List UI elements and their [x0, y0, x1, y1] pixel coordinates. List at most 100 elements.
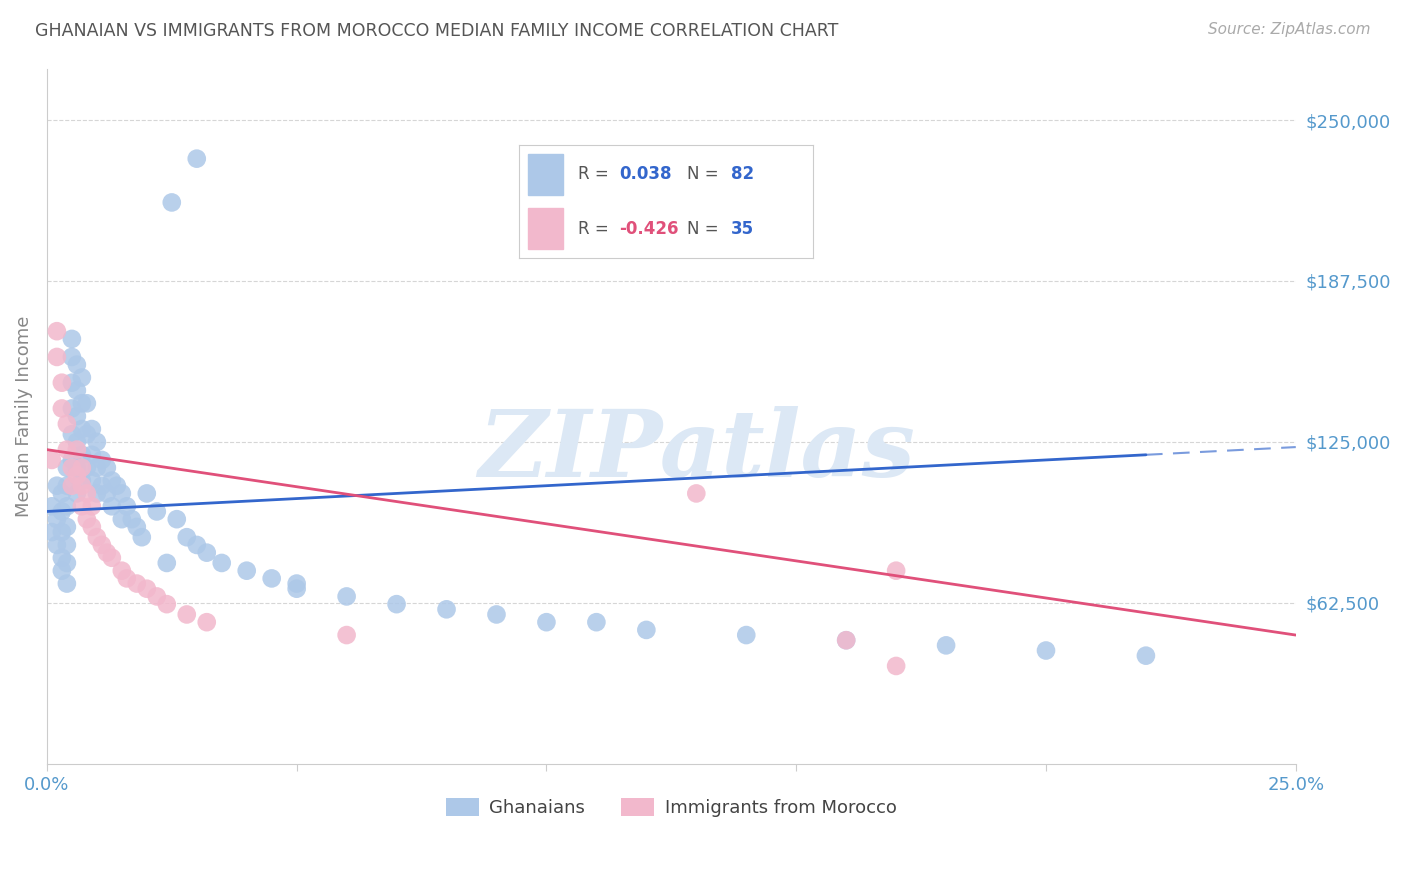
- Point: [45, 538, 67, 552]
- Point: [105, 479, 128, 493]
- Point: [66, 434, 89, 449]
- Point: [60, 376, 83, 390]
- Point: [96, 460, 118, 475]
- Point: [80, 448, 103, 462]
- Point: [66, 358, 89, 372]
- Point: [66, 460, 89, 475]
- Point: [86, 530, 108, 544]
- Text: ZIPatlas: ZIPatlas: [478, 406, 915, 496]
- Point: [536, 615, 558, 630]
- Point: [131, 530, 153, 544]
- Point: [60, 401, 83, 416]
- Point: [41, 453, 63, 467]
- Point: [176, 530, 198, 544]
- Bar: [527, 154, 564, 194]
- Point: [884, 564, 907, 578]
- Text: 35: 35: [731, 219, 754, 237]
- Point: [485, 607, 508, 622]
- Point: [41, 524, 63, 539]
- Point: [186, 152, 208, 166]
- Point: [76, 396, 98, 410]
- Point: [135, 582, 157, 596]
- Point: [835, 633, 858, 648]
- Point: [156, 597, 179, 611]
- Point: [260, 571, 283, 585]
- Point: [76, 460, 98, 475]
- Point: [80, 500, 103, 514]
- Point: [111, 486, 134, 500]
- Point: [96, 486, 118, 500]
- Point: [51, 401, 73, 416]
- Point: [285, 576, 308, 591]
- Point: [336, 590, 359, 604]
- Point: [111, 512, 134, 526]
- Point: [176, 607, 198, 622]
- Point: [1135, 648, 1157, 663]
- Point: [160, 195, 183, 210]
- Point: [115, 500, 138, 514]
- Point: [135, 486, 157, 500]
- Point: [41, 500, 63, 514]
- Point: [86, 434, 108, 449]
- Point: [45, 512, 67, 526]
- Point: [60, 479, 83, 493]
- Point: [70, 500, 93, 514]
- Text: 82: 82: [731, 165, 754, 183]
- Point: [56, 442, 79, 457]
- Point: [125, 520, 148, 534]
- Point: [195, 546, 218, 560]
- Point: [156, 556, 179, 570]
- Point: [56, 576, 79, 591]
- Point: [884, 659, 907, 673]
- Point: [80, 520, 103, 534]
- Bar: [527, 208, 564, 249]
- Point: [101, 550, 124, 565]
- Point: [60, 332, 83, 346]
- Point: [70, 479, 93, 493]
- Text: Source: ZipAtlas.com: Source: ZipAtlas.com: [1208, 22, 1371, 37]
- Text: -0.426: -0.426: [619, 219, 679, 237]
- Point: [80, 422, 103, 436]
- Point: [70, 474, 93, 488]
- Point: [56, 479, 79, 493]
- Point: [101, 500, 124, 514]
- Point: [101, 474, 124, 488]
- Point: [735, 628, 758, 642]
- Point: [86, 486, 108, 500]
- Text: 0.038: 0.038: [619, 165, 672, 183]
- Point: [56, 417, 79, 431]
- Point: [70, 370, 93, 384]
- Point: [285, 582, 308, 596]
- Point: [60, 460, 83, 475]
- Point: [66, 384, 89, 398]
- Point: [70, 422, 93, 436]
- Point: [70, 396, 93, 410]
- Point: [76, 427, 98, 442]
- Point: [685, 486, 707, 500]
- Point: [60, 453, 83, 467]
- Point: [111, 564, 134, 578]
- Point: [51, 564, 73, 578]
- Point: [51, 550, 73, 565]
- Point: [336, 628, 359, 642]
- Y-axis label: Median Family Income: Median Family Income: [15, 316, 32, 516]
- Point: [115, 571, 138, 585]
- Point: [125, 576, 148, 591]
- Point: [166, 512, 188, 526]
- Point: [70, 448, 93, 462]
- Point: [51, 504, 73, 518]
- Point: [186, 538, 208, 552]
- Point: [76, 512, 98, 526]
- Text: N =: N =: [686, 219, 724, 237]
- Point: [585, 615, 607, 630]
- Point: [56, 556, 79, 570]
- Text: R =: R =: [578, 165, 614, 183]
- Point: [45, 350, 67, 364]
- Point: [51, 376, 73, 390]
- Point: [96, 546, 118, 560]
- Point: [56, 538, 79, 552]
- Point: [90, 538, 112, 552]
- Text: N =: N =: [686, 165, 724, 183]
- Point: [121, 512, 143, 526]
- Point: [60, 350, 83, 364]
